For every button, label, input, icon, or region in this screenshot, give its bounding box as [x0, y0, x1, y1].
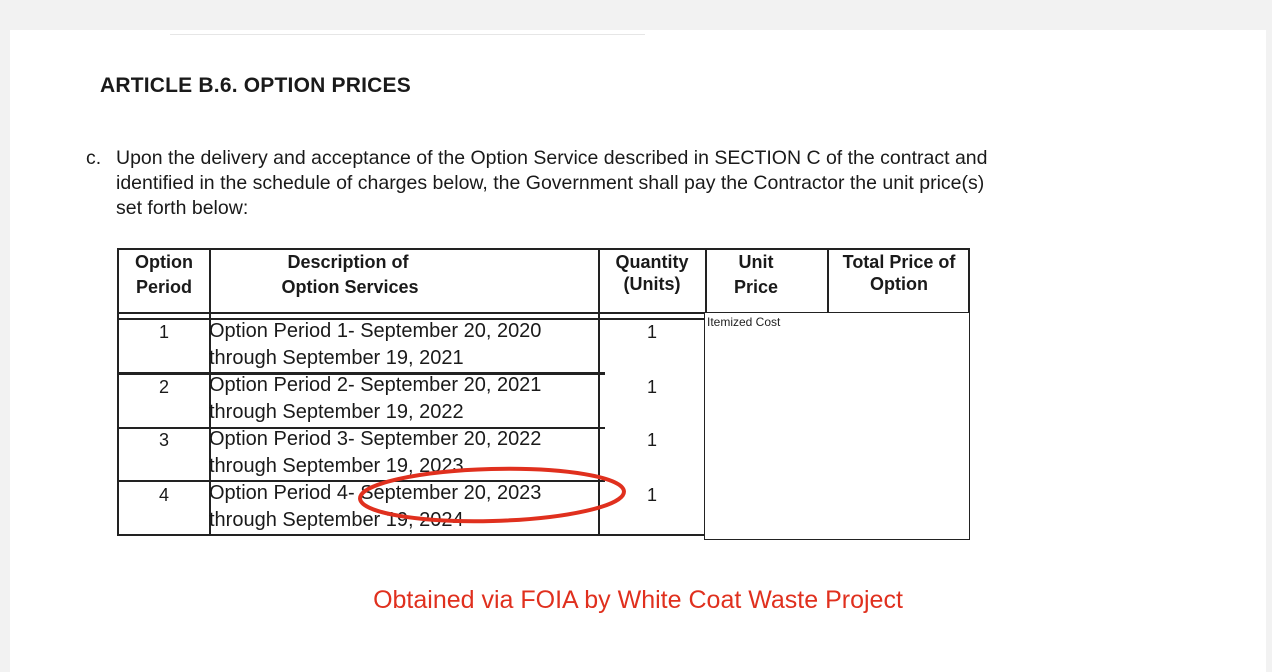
paragraph-c: c. Upon the delivery and acceptance of t… [86, 146, 1166, 221]
description-line: Option Period 3- September 20, 2022 [209, 428, 542, 450]
document-page: ARTICLE B.6. OPTION PRICES c. Upon the d… [10, 30, 1266, 672]
table-border [117, 427, 605, 429]
table-border [117, 318, 705, 320]
header-total-price: Total Price of Option [828, 251, 970, 295]
table-border [117, 372, 605, 374]
row-period: 4 [158, 485, 169, 505]
table-border [117, 534, 705, 536]
table-border [117, 374, 605, 375]
row-description: Option Period 4- September 20, 2023 thro… [209, 480, 541, 534]
row-description: Option Period 3- September 20, 2022 thro… [209, 426, 541, 480]
row-description: Option Period 2- September 20, 2021 thro… [209, 372, 541, 426]
header-line: Description of [287, 252, 409, 272]
header-option-period: Option Period [118, 251, 210, 298]
row-quantity: 1 [646, 430, 657, 450]
paragraph-line: Upon the delivery and acceptance of the … [116, 147, 988, 169]
row-period: 1 [158, 322, 169, 342]
header-description: Description of Option Services [210, 251, 490, 298]
table-border [705, 248, 707, 318]
description-line: through September 19, 2023 [209, 455, 464, 477]
itemized-cost-box: Itemized Cost [704, 312, 970, 540]
header-line: Period [135, 277, 192, 297]
row-quantity: 1 [646, 322, 657, 342]
row-description: Option Period 1- September 20, 2020 thro… [209, 318, 541, 372]
description-line: Option Period 4- September 20, 2023 [209, 482, 542, 504]
row-quantity: 1 [646, 485, 657, 505]
header-line: Price [733, 277, 779, 297]
description-line: Option Period 2- September 20, 2021 [209, 374, 542, 396]
row-period: 2 [158, 377, 169, 397]
table-border [827, 248, 829, 312]
table-border [598, 248, 600, 535]
table-border [968, 248, 970, 312]
foia-watermark: Obtained via FOIA by White Coat Waste Pr… [373, 586, 903, 614]
header-unit-price: Unit Price [706, 251, 806, 298]
description-line: through September 19, 2024 [209, 509, 464, 531]
top-divider [170, 30, 645, 35]
paragraph-text: Upon the delivery and acceptance of the … [116, 146, 1166, 221]
description-line: through September 19, 2022 [209, 401, 464, 423]
description-line: Option Period 1- September 20, 2020 [209, 320, 542, 342]
header-line: Unit [738, 252, 774, 272]
paragraph-line: identified in the schedule of charges be… [116, 172, 985, 194]
header-line: (Units) [623, 274, 681, 294]
header-line: Option [870, 274, 928, 294]
table-border [117, 248, 970, 250]
article-heading: ARTICLE B.6. OPTION PRICES [100, 74, 411, 97]
header-line: Quantity [615, 252, 689, 272]
header-line: Option Services [281, 277, 419, 297]
row-quantity: 1 [646, 377, 657, 397]
table-border [117, 248, 119, 535]
row-period: 3 [158, 430, 169, 450]
table-border [117, 312, 705, 314]
header-quantity: Quantity (Units) [599, 251, 705, 295]
paragraph-line: set forth below: [116, 197, 249, 219]
itemized-cost-label: Itemized Cost [707, 315, 781, 329]
description-line: through September 19, 2021 [209, 347, 464, 369]
table-border [209, 248, 211, 535]
header-line: Option [135, 252, 193, 272]
header-line: Total Price of [842, 252, 956, 272]
paragraph-marker: c. [86, 147, 102, 169]
